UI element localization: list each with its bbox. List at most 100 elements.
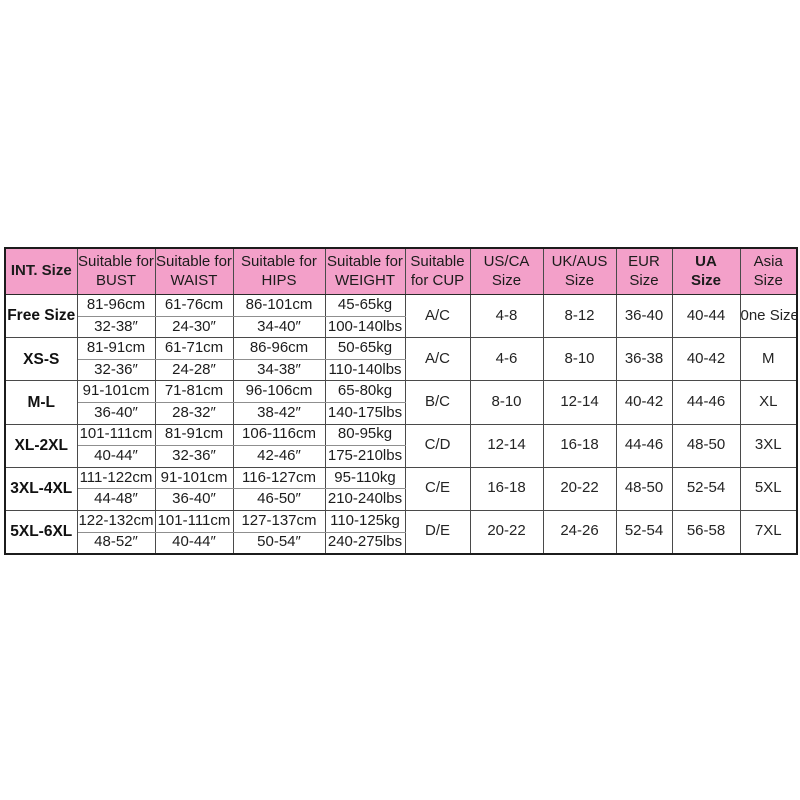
- ua-cell: 40-44: [671, 293, 741, 339]
- column-header-line2: BUST: [95, 271, 136, 289]
- us_ca-cell: 12-14: [469, 423, 544, 468]
- bust-inch-cell: 32-38″: [76, 315, 156, 339]
- table-header: INT. Size Suitable for BUST Suitable for WAI…: [4, 247, 798, 295]
- hips-metric-cell: 96-106cm: [232, 380, 326, 403]
- waist-metric-cell: 91-101cm: [154, 466, 234, 490]
- bust-inch-cell: 32-36″: [76, 358, 156, 382]
- hips-metric-cell: 86-101cm: [232, 294, 326, 317]
- table-body: Free Size 81-96cm 61-76cm 86-101cm 45-65kg A/…: [4, 293, 798, 555]
- weight-inch-cell: 210-240lbs: [324, 488, 406, 511]
- hips-inch-cell: 46-50″: [232, 488, 326, 511]
- weight-inch-cell: 100-140lbs: [324, 315, 406, 339]
- cup-cell: C/D: [404, 423, 471, 468]
- column-header-hips: Suitable for HIPS: [232, 247, 326, 295]
- column-header-line1: Suitable for: [327, 252, 403, 270]
- row-label-int-size: M-L: [4, 380, 78, 425]
- header-row: INT. Size Suitable for BUST Suitable for WAI…: [4, 247, 798, 295]
- weight-inch-cell: 175-210lbs: [324, 445, 406, 468]
- column-header-line1: Suitable: [410, 252, 465, 270]
- column-header-us_ca: US/CA Size: [469, 247, 544, 295]
- us_ca-cell: 4-8: [469, 293, 544, 339]
- hips-metric-cell: 86-96cm: [232, 337, 326, 360]
- cup-cell: C/E: [404, 466, 471, 511]
- hips-inch-cell: 34-40″: [232, 315, 326, 339]
- weight-metric-cell: 50-65kg: [324, 337, 406, 360]
- waist-inch-cell: 36-40″: [154, 488, 234, 511]
- us_ca-cell: 4-6: [469, 337, 544, 382]
- hips-metric-cell: 116-127cm: [232, 466, 326, 490]
- column-header-line1: Suitable for: [241, 252, 317, 270]
- column-header-bust: Suitable for BUST: [76, 247, 156, 295]
- uk_aus-cell: 12-14: [542, 380, 617, 425]
- column-header-waist: Suitable for WAIST: [154, 247, 234, 295]
- table-row: 3XL-4XL 111-122cm 91-101cm 116-127cm 95-110k…: [4, 466, 798, 511]
- table-row: 5XL-6XL 122-132cm 101-111cm 127-137cm 110-12…: [4, 509, 798, 555]
- weight-metric-cell: 110-125kg: [324, 509, 406, 533]
- ua-cell: 48-50: [671, 423, 741, 468]
- weight-inch-cell: 240-275lbs: [324, 531, 406, 555]
- hips-inch-cell: 42-46″: [232, 445, 326, 468]
- waist-inch-cell: 28-32″: [154, 401, 234, 425]
- eur-cell: 48-50: [615, 466, 673, 511]
- table-row-inches: 40-44″ 32-36″ 42-46″ 175-210lbs: [5, 445, 797, 468]
- column-header-line2: HIPS: [261, 271, 297, 289]
- row-label-int-size: Free Size: [4, 293, 78, 339]
- column-header-line2: Size: [629, 271, 659, 289]
- column-header-line1: Suitable for: [78, 252, 154, 270]
- uk_aus-cell: 20-22: [542, 466, 617, 511]
- hips-metric-cell: 127-137cm: [232, 509, 326, 533]
- asia-cell: 7XL: [739, 509, 798, 555]
- eur-cell: 36-38: [615, 337, 673, 382]
- bust-metric-cell: 122-132cm: [76, 509, 156, 533]
- bust-metric-cell: 81-91cm: [76, 337, 156, 360]
- hips-metric-cell: 106-116cm: [232, 423, 326, 447]
- bust-metric-cell: 111-122cm: [76, 466, 156, 490]
- column-header-line1: EUR: [628, 252, 660, 270]
- column-header-line1: UA: [695, 252, 717, 270]
- column-header-line1: UK/AUS: [551, 252, 608, 270]
- waist-inch-cell: 32-36″: [154, 445, 234, 468]
- weight-inch-cell: 110-140lbs: [324, 358, 406, 382]
- bust-inch-cell: 44-48″: [76, 488, 156, 511]
- column-header-uk_aus: UK/AUS Size: [542, 247, 617, 295]
- ua-cell: 52-54: [671, 466, 741, 511]
- ua-cell: 56-58: [671, 509, 741, 555]
- uk_aus-cell: 8-12: [542, 293, 617, 339]
- hips-inch-cell: 34-38″: [232, 358, 326, 382]
- hips-inch-cell: 50-54″: [232, 531, 326, 555]
- table-row-inches: 48-52″ 40-44″ 50-54″ 240-275lbs: [5, 531, 797, 555]
- asia-cell: M: [739, 337, 798, 382]
- column-header-line2: for CUP: [410, 271, 465, 289]
- table-row: XL-2XL 101-111cm 81-91cm 106-116cm 80-95kg C/…: [4, 423, 798, 468]
- weight-metric-cell: 80-95kg: [324, 423, 406, 447]
- column-header-ua: UA Size: [671, 247, 741, 295]
- column-header-line2: Size: [564, 271, 595, 289]
- bust-inch-cell: 40-44″: [76, 445, 156, 468]
- bust-metric-cell: 81-96cm: [76, 294, 156, 317]
- column-header-eur: EUR Size: [615, 247, 673, 295]
- eur-cell: 44-46: [615, 423, 673, 468]
- table-row-inches: 36-40″ 28-32″ 38-42″ 140-175lbs: [5, 401, 797, 425]
- column-header-weight: Suitable for WEIGHT: [324, 247, 406, 295]
- cup-cell: A/C: [404, 293, 471, 339]
- column-header-cup: Suitable for CUP: [404, 247, 471, 295]
- us_ca-cell: 20-22: [469, 509, 544, 555]
- waist-metric-cell: 81-91cm: [154, 423, 234, 447]
- waist-inch-cell: 24-30″: [154, 315, 234, 339]
- asia-cell: XL: [739, 380, 798, 425]
- column-header-line1: Asia: [753, 252, 783, 270]
- us_ca-cell: 16-18: [469, 466, 544, 511]
- row-label-int-size: XS-S: [4, 337, 78, 382]
- bust-inch-cell: 48-52″: [76, 531, 156, 555]
- column-header-asia: Asia Size: [739, 247, 798, 295]
- column-header-line2: Size: [753, 271, 783, 289]
- column-header-line2: Size: [491, 271, 522, 289]
- row-label-int-size: XL-2XL: [4, 423, 78, 468]
- bust-inch-cell: 36-40″: [76, 401, 156, 425]
- waist-metric-cell: 101-111cm: [154, 509, 234, 533]
- row-label-int-size: 3XL-4XL: [4, 466, 78, 511]
- bust-metric-cell: 101-111cm: [76, 423, 156, 447]
- waist-metric-cell: 61-76cm: [154, 294, 234, 317]
- column-header-line2: Size: [690, 271, 721, 289]
